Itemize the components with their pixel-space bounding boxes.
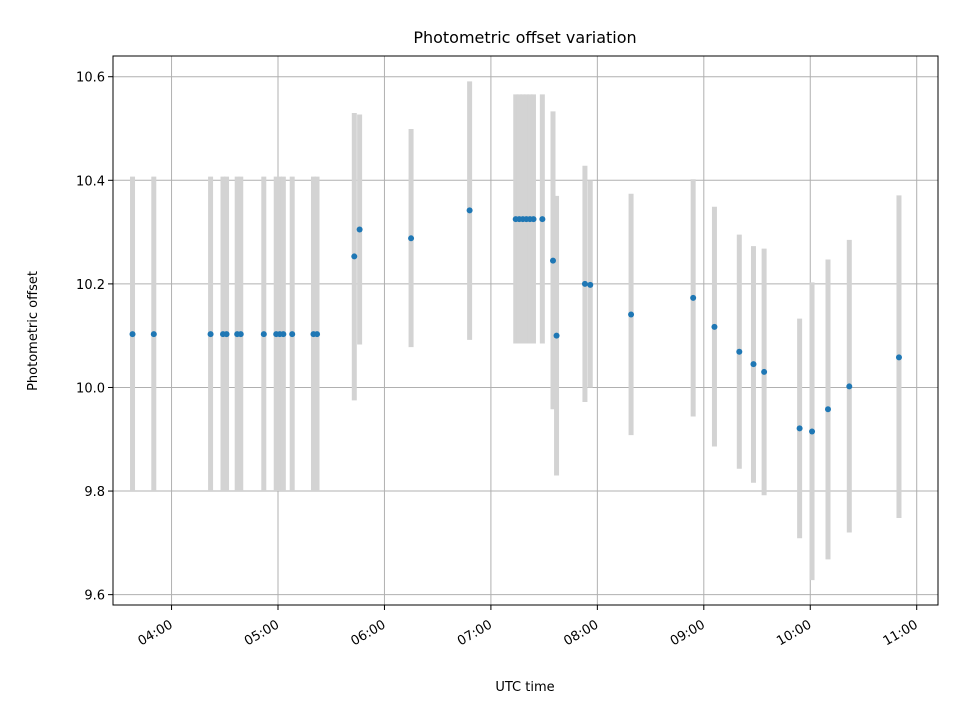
data-point [260,331,267,338]
data-point [796,425,803,432]
data-point [289,331,296,338]
chart-title: Photometric offset variation [413,28,636,47]
x-tick-label: 04:00 [136,617,176,649]
data-point [129,331,136,338]
data-point [280,331,287,338]
x-tick-label: 06:00 [349,617,389,649]
data-point [761,368,768,375]
x-tick-label: 09:00 [668,617,708,649]
plot-area-frame [112,55,939,606]
data-point [846,383,853,390]
data-point [825,406,831,413]
x-axis: 04:00 05:00 06:00 07:00 08:00 09:00 10:00 11:00 [136,605,921,649]
data-point [750,361,757,368]
y-tick-label: 10.0 [76,381,105,396]
data-point [628,311,635,318]
data-point [408,235,415,242]
data-point [530,216,537,223]
x-axis-label: UTC time [495,680,554,695]
y-axis: 9.6 9.8 10.0 10.2 10.4 10.6 [76,71,113,604]
data-point [539,216,546,223]
data-point [690,294,697,301]
data-point [711,323,718,330]
y-tick-label: 9.6 [84,589,105,604]
data-point [223,331,230,338]
y-tick-label: 9.8 [84,485,105,500]
data-point [207,331,214,338]
x-tick-label: 07:00 [455,617,495,649]
data-points [129,207,902,435]
data-point [587,281,594,288]
error-bars [130,81,902,581]
x-tick-label: 10:00 [774,617,814,649]
data-point [351,253,358,260]
data-point [736,348,743,355]
data-point [553,332,560,339]
data-point [356,226,363,233]
y-tick-label: 10.6 [76,71,105,86]
y-tick-label: 10.2 [76,278,105,293]
data-point [895,354,902,361]
y-axis-label: Photometric offset [26,271,41,391]
data-point [550,257,556,264]
data-point [150,331,157,338]
x-tick-label: 08:00 [561,617,601,649]
data-point [237,331,244,338]
data-point [314,331,321,338]
data-point [581,280,588,287]
data-point [809,428,816,435]
y-tick-label: 10.4 [76,174,105,189]
data-point [466,207,473,214]
x-tick-label: 11:00 [881,617,921,649]
x-tick-label: 05:00 [242,617,282,649]
